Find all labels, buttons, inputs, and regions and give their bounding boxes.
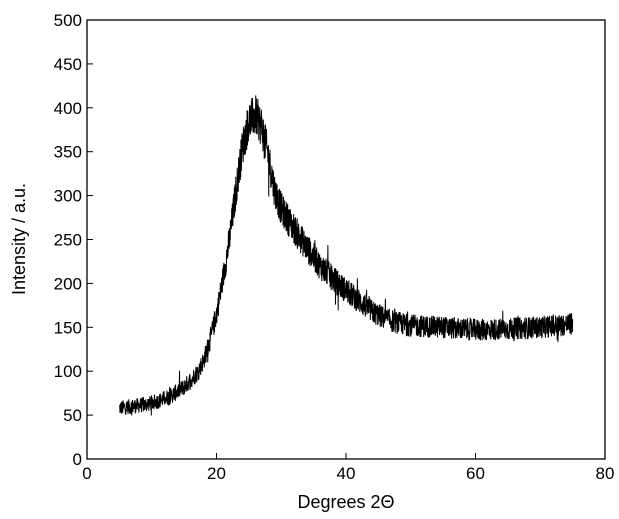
x-tick-label: 60 xyxy=(466,464,485,483)
y-tick-label: 200 xyxy=(54,274,82,293)
y-tick-label: 500 xyxy=(54,11,82,30)
y-tick-label: 150 xyxy=(54,318,82,337)
y-tick-label: 50 xyxy=(63,406,82,425)
y-axis-title: Intensity / a.u. xyxy=(9,183,29,295)
y-tick-label: 0 xyxy=(73,450,82,469)
x-tick-label: 20 xyxy=(207,464,226,483)
x-tick-label: 80 xyxy=(596,464,615,483)
x-tick-label: 40 xyxy=(337,464,356,483)
y-tick-label: 350 xyxy=(54,143,82,162)
y-tick-label: 100 xyxy=(54,362,82,381)
series-line xyxy=(118,95,574,416)
axis-ticks xyxy=(86,19,606,460)
axis-tick-labels: 0 20 40 60 80 0 50 100 150 200 250 300 350 400 450 500 xyxy=(54,11,615,483)
y-tick-label: 300 xyxy=(54,187,82,206)
y-tick-label: 400 xyxy=(54,99,82,118)
y-tick-label: 450 xyxy=(54,55,82,74)
x-axis-title: Degrees 2Θ xyxy=(297,492,394,512)
x-tick-label: 0 xyxy=(82,464,91,483)
plot-frame xyxy=(86,19,606,460)
y-tick-label: 250 xyxy=(54,231,82,250)
